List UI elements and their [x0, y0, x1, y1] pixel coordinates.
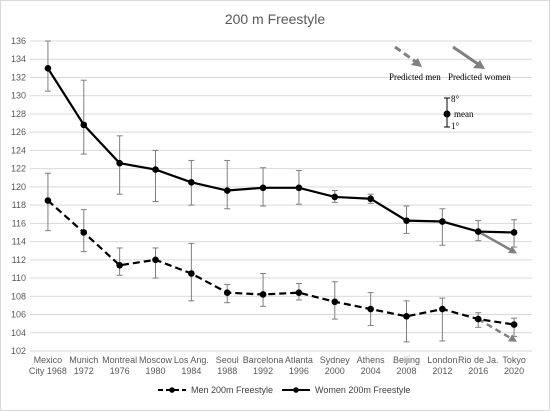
x-tick-label: Tokyo 2020	[502, 355, 526, 376]
men-data-point	[331, 298, 339, 306]
predicted-women-key-label: Predicted women	[448, 72, 511, 82]
y-tick-label: 110	[12, 273, 26, 283]
women-data-point	[80, 121, 88, 129]
predicted-women-key-line	[452, 45, 479, 66]
women-data-point	[44, 65, 52, 72]
men-data-point	[259, 291, 267, 298]
women-data-point	[152, 166, 159, 173]
y-tick-label: 102	[11, 346, 26, 356]
men-data-point	[44, 197, 52, 204]
men-data-point	[295, 289, 303, 296]
women-data-point	[259, 184, 267, 192]
y-tick-label: 118	[12, 200, 26, 210]
women-data-point	[295, 184, 303, 192]
y-tick-label: 122	[11, 164, 26, 174]
x-tick-label: Seoul 1988	[216, 355, 239, 376]
predicted-men-arrow	[477, 318, 511, 339]
women-data-point	[439, 218, 446, 225]
women-data-point	[188, 179, 195, 186]
predicted-men-key-arrowhead	[411, 58, 422, 67]
x-tick-label: Atlanta 1996	[285, 355, 313, 376]
y-tick-label: 130	[11, 91, 26, 101]
errorbar-key-mean-marker	[443, 110, 451, 118]
x-tick-label: Moscow 1980	[139, 355, 173, 376]
predicted-women-arrow	[477, 230, 511, 251]
prediction-arrowhead	[508, 334, 518, 342]
legend-women-label: Women 200m Freestyle	[315, 385, 410, 395]
y-tick-label: 132	[11, 72, 26, 82]
y-tick-label: 106	[11, 310, 26, 320]
men-data-point	[116, 261, 123, 269]
y-tick-label: 116	[12, 218, 26, 228]
x-tick-label: Los Ang. 1984	[174, 355, 209, 376]
x-tick-label: Munich 1972	[69, 355, 98, 376]
women-series-line	[46, 67, 515, 234]
y-tick-label: 120	[11, 182, 26, 192]
x-tick-label: Athens 2004	[357, 355, 386, 376]
x-tick-label: London 2012	[427, 355, 457, 376]
men-data-point	[223, 289, 231, 296]
men-data-point	[152, 256, 159, 264]
y-tick-label: 134	[11, 54, 26, 64]
x-tick-label: Beijing 2008	[393, 355, 420, 376]
men-series-line	[47, 199, 515, 326]
errorbar-key-mean-label: mean	[454, 109, 474, 119]
y-tick-label: 136	[11, 36, 26, 46]
women-data-point	[331, 193, 339, 201]
y-tick-label: 124	[11, 145, 26, 155]
predicted-men-key-line	[394, 45, 417, 64]
men-data-point	[188, 270, 195, 277]
y-tick-label: 108	[11, 291, 26, 301]
x-tick-label: Sydney 2000	[320, 355, 351, 376]
men-data-point	[403, 313, 410, 320]
legend-men-label: Men 200m Freestyle	[191, 385, 273, 395]
men-data-point	[80, 229, 88, 236]
chart-title: 200 m Freestyle	[225, 11, 326, 27]
y-tick-label: 104	[11, 328, 26, 338]
women-data-point	[510, 229, 518, 236]
y-tick-label: 128	[11, 109, 26, 119]
women-data-point	[223, 187, 231, 194]
y-tick-label: 126	[11, 127, 26, 137]
prediction-arrowhead	[508, 246, 518, 254]
gridlines	[30, 40, 532, 352]
x-tick-label: Barcelona 1992	[243, 355, 284, 376]
predicted-women-key-arrowhead	[473, 60, 485, 69]
men-data-point	[510, 321, 518, 328]
x-tick-label: Mexico City 1968	[29, 355, 67, 376]
legend: Men 200m Freestyle Women 200m Freestyle	[158, 385, 410, 395]
errorbar-key-upper-label: 8°	[451, 94, 460, 104]
errorbar-key-lower-label: 1°	[451, 121, 460, 131]
women-data-point	[403, 217, 410, 224]
prediction-arrows	[477, 230, 518, 342]
y-axis-ticks: 102 104 106 108 110 112 114 116 118 120 122 124 126 1…	[11, 36, 26, 356]
series-lines	[46, 67, 515, 326]
prediction-key: Predicted men Predicted women 8° mean 1°	[389, 45, 511, 131]
men-data-point	[439, 305, 446, 313]
women-data-point	[116, 159, 123, 167]
men-data-point	[367, 305, 374, 313]
women-data-point	[474, 228, 482, 235]
x-tick-label: Rio de Ja. 2016	[458, 355, 499, 376]
y-tick-label: 112	[12, 255, 26, 265]
predicted-men-key-label: Predicted men	[389, 72, 441, 82]
y-tick-label: 114	[12, 237, 26, 247]
legend-women-marker	[293, 387, 299, 393]
x-tick-label: Montreal 1976	[102, 355, 137, 376]
legend-men-marker	[169, 387, 175, 393]
men-data-point	[474, 315, 482, 323]
series-points	[44, 65, 518, 328]
women-data-point	[367, 195, 374, 203]
